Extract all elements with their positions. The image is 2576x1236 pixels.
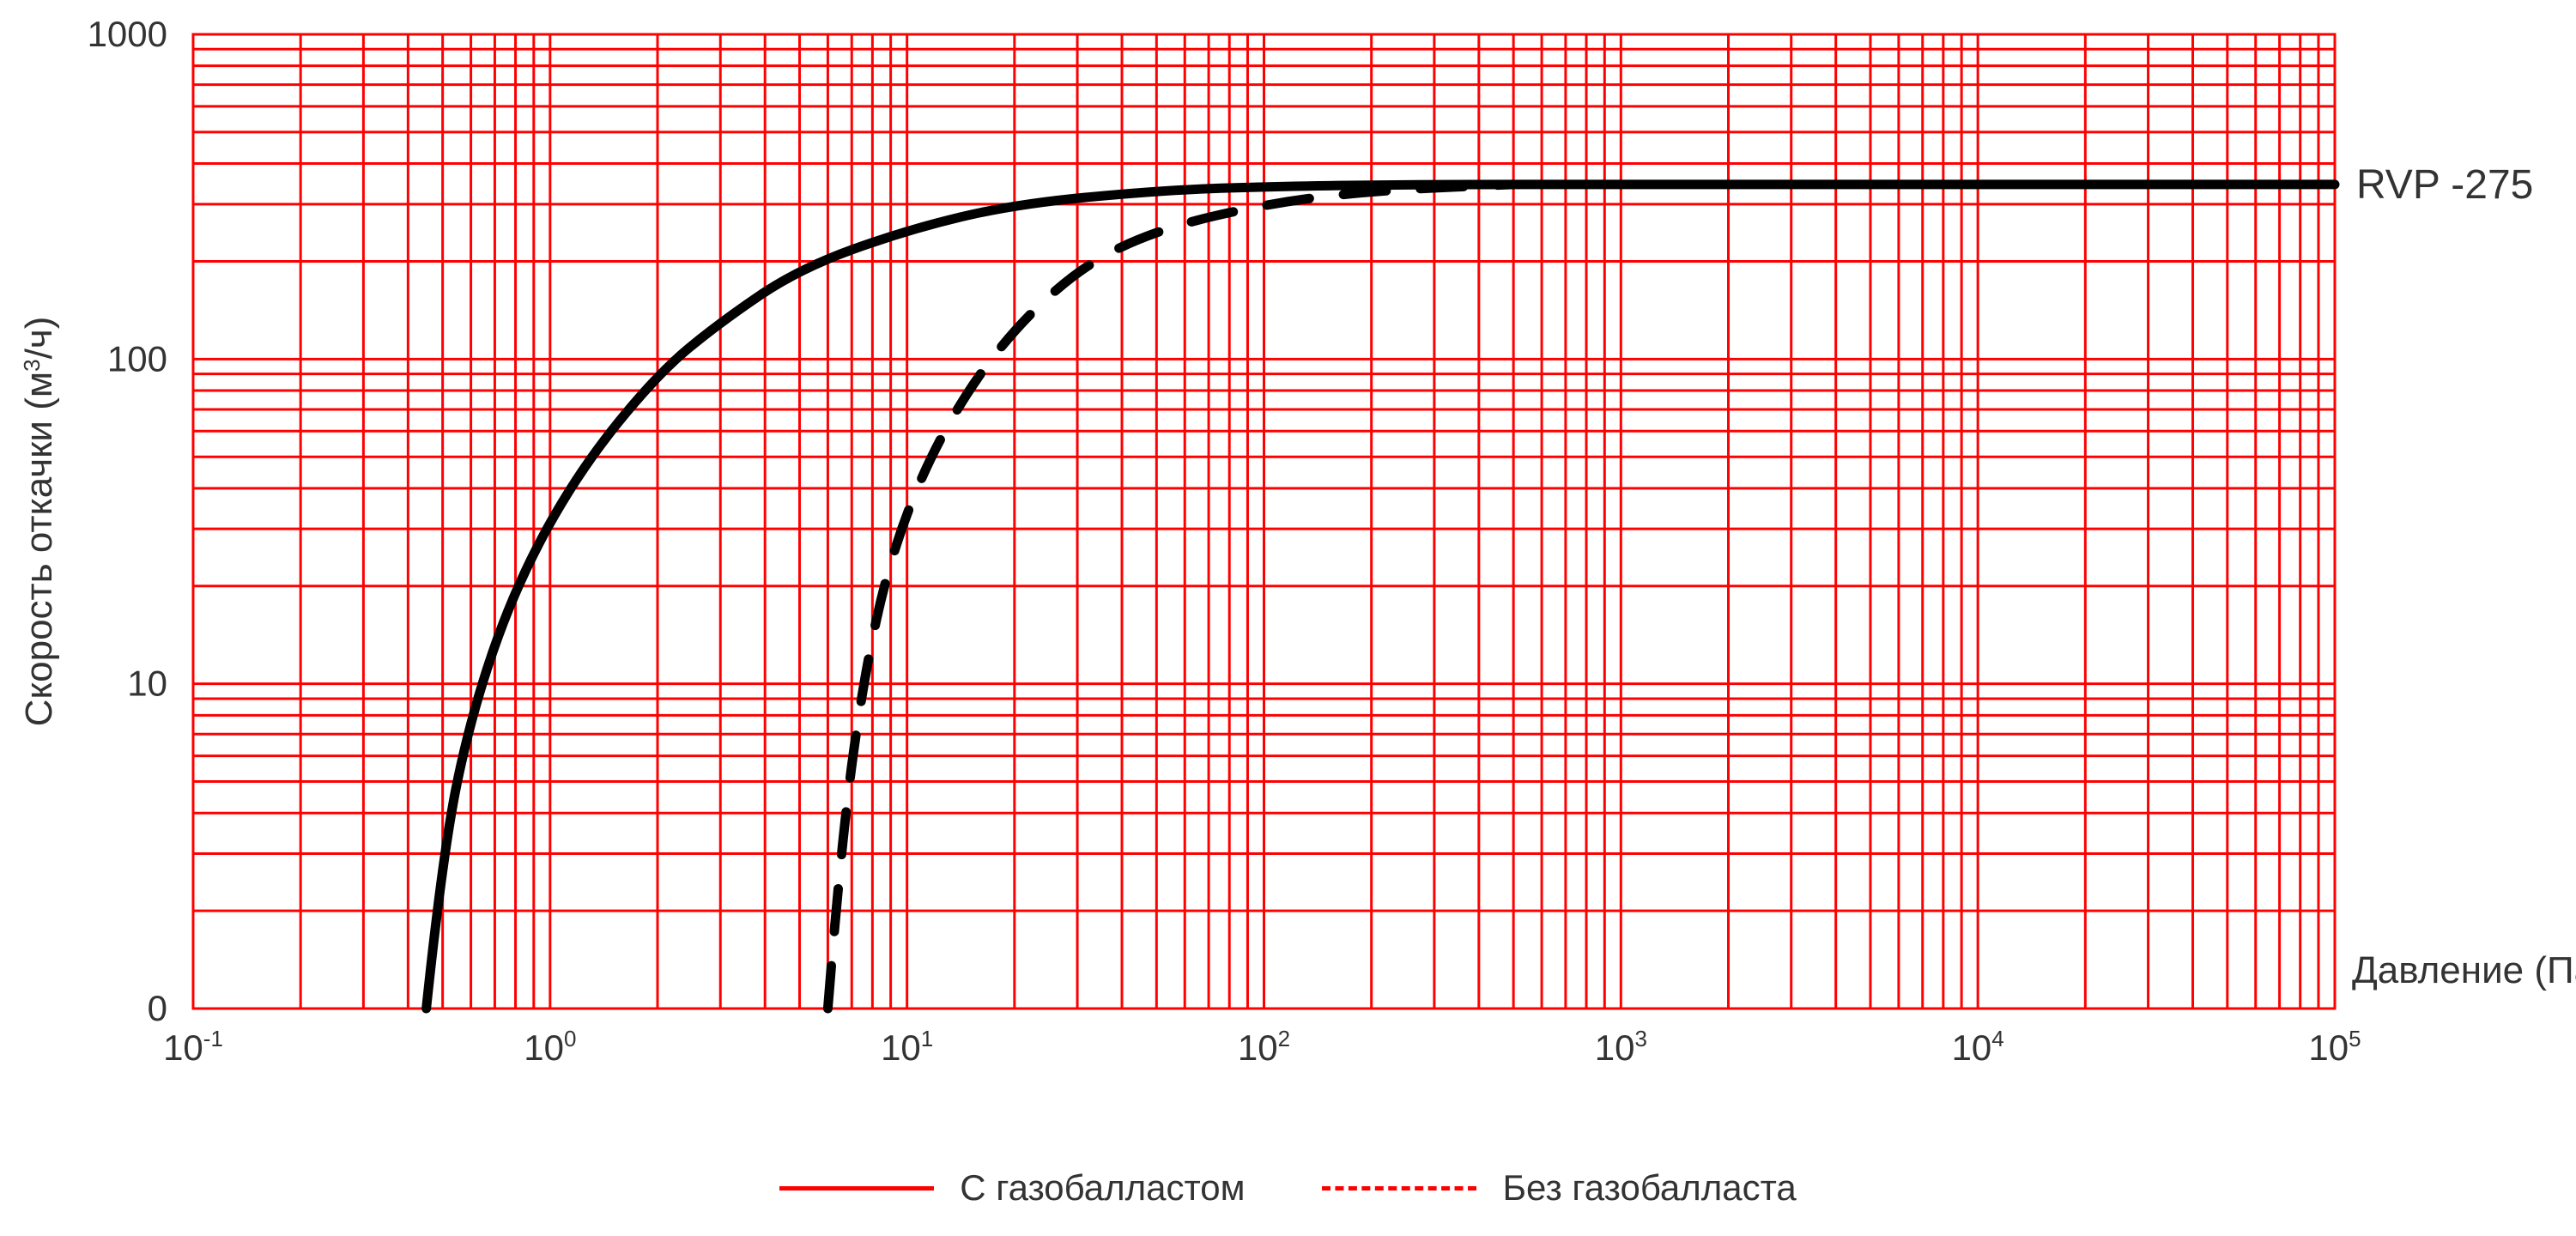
legend: С газобалластом Без газобалласта	[0, 1167, 2576, 1209]
legend-label: Без газобалласта	[1502, 1167, 1796, 1209]
svg-text:100: 100	[107, 338, 167, 379]
legend-swatch	[779, 1186, 934, 1191]
svg-text:0: 0	[148, 988, 167, 1028]
svg-text:10: 10	[127, 663, 167, 704]
pumping-speed-chart: 010100100010-1100101102103104105Скорость…	[0, 0, 2576, 1236]
legend-label: С газобалластом	[960, 1167, 1245, 1209]
legend-swatch	[1322, 1186, 1476, 1191]
svg-text:RVP -275: RVP -275	[2356, 162, 2533, 208]
legend-item: С газобалластом	[779, 1167, 1245, 1209]
svg-text:Скорость откачки (м3/ч): Скорость откачки (м3/ч)	[18, 317, 60, 727]
svg-text:1000: 1000	[88, 14, 167, 54]
svg-text:Давление (Па): Давление (Па)	[2352, 949, 2576, 991]
legend-item: Без газобалласта	[1322, 1167, 1796, 1209]
